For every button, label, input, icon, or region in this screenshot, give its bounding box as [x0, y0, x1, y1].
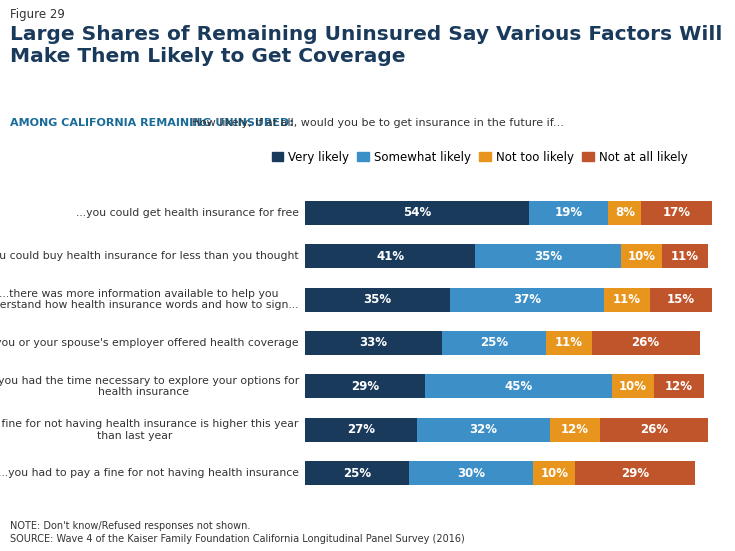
Bar [592, 331, 700, 355]
Text: ...you had to pay a fine for not having health insurance: ...you had to pay a fine for not having … [0, 468, 299, 478]
Text: 54%: 54% [403, 206, 431, 219]
Text: 12%: 12% [664, 380, 693, 393]
Bar [575, 461, 695, 485]
Text: 10%: 10% [540, 467, 568, 480]
Text: Large Shares of Remaining Uninsured Say Various Factors Will
Make Them Likely to: Large Shares of Remaining Uninsured Say … [10, 25, 722, 66]
Bar [642, 201, 712, 225]
Text: ...there was more information available to help you
understand how health insura: ...there was more information available … [0, 289, 299, 310]
Text: 15%: 15% [667, 293, 695, 306]
Bar [534, 461, 575, 485]
Bar [305, 288, 451, 311]
Text: 26%: 26% [639, 423, 668, 436]
Bar [451, 288, 604, 311]
Bar [620, 244, 662, 268]
Text: 27%: 27% [347, 423, 375, 436]
Text: 10%: 10% [628, 250, 656, 263]
Text: 45%: 45% [505, 380, 533, 393]
Bar [546, 331, 592, 355]
Text: 25%: 25% [343, 467, 371, 480]
Bar [305, 201, 529, 225]
Text: 29%: 29% [351, 380, 379, 393]
Text: Figure 29: Figure 29 [10, 8, 65, 21]
Legend: Very likely, Somewhat likely, Not too likely, Not at all likely: Very likely, Somewhat likely, Not too li… [267, 146, 692, 169]
Text: 37%: 37% [513, 293, 541, 306]
Bar [305, 244, 476, 268]
Bar [608, 201, 642, 225]
Bar [604, 288, 650, 311]
Text: 12%: 12% [561, 423, 589, 436]
Bar [305, 461, 409, 485]
Text: 33%: 33% [359, 337, 387, 349]
Bar [529, 201, 608, 225]
Text: 41%: 41% [376, 250, 404, 263]
Text: THE HENRY J.: THE HENRY J. [643, 491, 684, 496]
Text: 11%: 11% [671, 250, 699, 263]
Text: ...the fine for not having health insurance is higher this year
than last year: ...the fine for not having health insura… [0, 419, 299, 441]
Text: 11%: 11% [613, 293, 641, 306]
Bar [426, 375, 612, 398]
Text: 17%: 17% [663, 206, 691, 219]
Text: AMONG CALIFORNIA REMAINING UNINSURED:: AMONG CALIFORNIA REMAINING UNINSURED: [10, 118, 293, 128]
Text: 26%: 26% [631, 337, 659, 349]
Bar [662, 244, 708, 268]
Text: ...you had the time necessary to explore your options for
health insurance: ...you had the time necessary to explore… [0, 376, 299, 397]
Text: FAMILY: FAMILY [643, 517, 684, 527]
Text: 35%: 35% [364, 293, 392, 306]
Bar [476, 244, 620, 268]
Bar [305, 331, 442, 355]
Text: 19%: 19% [555, 206, 583, 219]
Text: KAISER: KAISER [635, 501, 692, 515]
Text: 11%: 11% [555, 337, 583, 349]
Bar [600, 418, 708, 442]
Text: ...you or your spouse's employer offered health coverage: ...you or your spouse's employer offered… [0, 338, 299, 348]
Text: 35%: 35% [534, 250, 562, 263]
Text: 30%: 30% [457, 467, 485, 480]
Text: ...you could get health insurance for free: ...you could get health insurance for fr… [76, 208, 299, 218]
Bar [417, 418, 550, 442]
Bar [650, 288, 712, 311]
Bar [442, 331, 546, 355]
Bar [305, 375, 426, 398]
Bar [409, 461, 534, 485]
Text: 29%: 29% [621, 467, 649, 480]
Bar [305, 418, 417, 442]
Text: 8%: 8% [614, 206, 635, 219]
Text: FOUNDATION: FOUNDATION [643, 533, 684, 538]
Text: 32%: 32% [470, 423, 498, 436]
Text: 10%: 10% [619, 380, 647, 393]
Text: ...you could buy health insurance for less than you thought: ...you could buy health insurance for le… [0, 251, 299, 261]
Text: How likely, if at all, would you be to get insurance in the future if...: How likely, if at all, would you be to g… [188, 118, 564, 128]
Text: NOTE: Don't know/Refused responses not shown.
SOURCE: Wave 4 of the Kaiser Famil: NOTE: Don't know/Refused responses not s… [10, 521, 465, 544]
Bar [612, 375, 654, 398]
Bar [550, 418, 600, 442]
Text: 25%: 25% [480, 337, 508, 349]
Bar [654, 375, 703, 398]
